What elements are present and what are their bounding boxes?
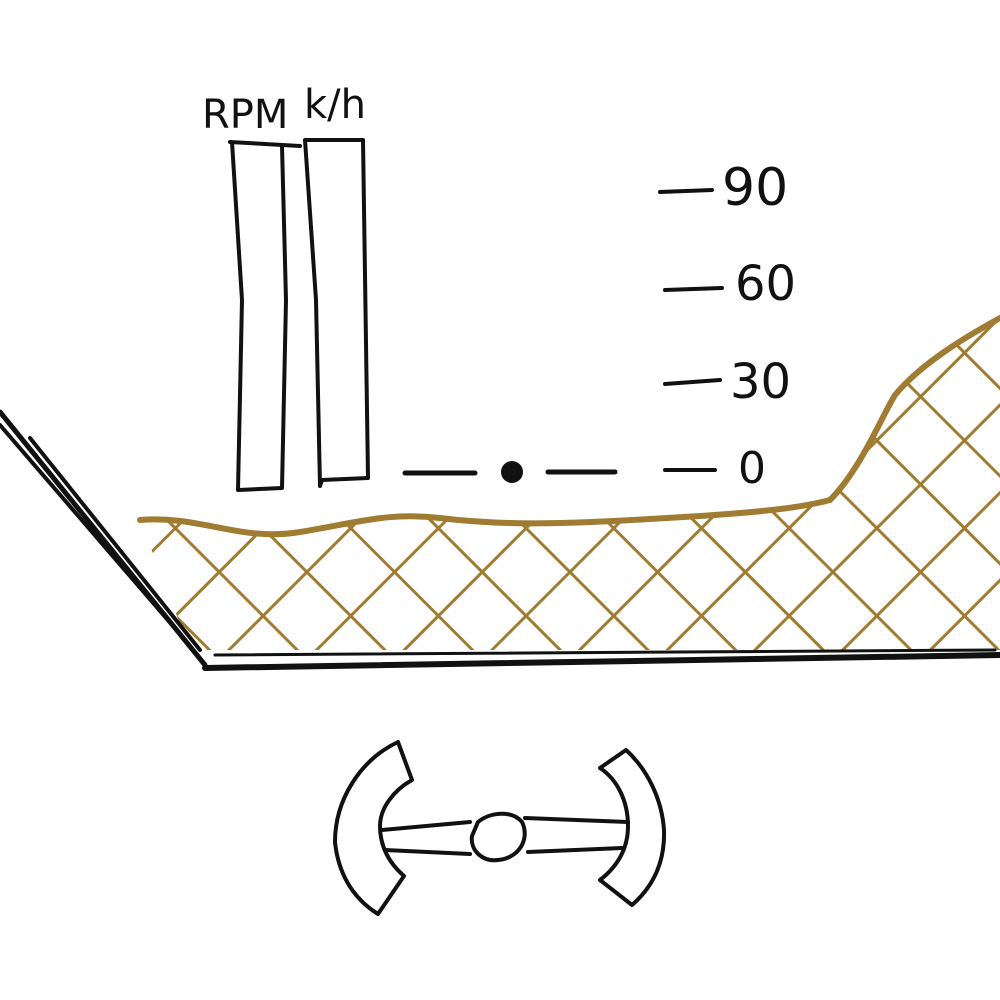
scale-label-60: 60 [735,256,796,312]
yoke-upper-bar [380,816,630,832]
speed-gauge: k/h [303,82,370,488]
rpm-gauge: RPM [202,92,302,492]
terrain-fill [140,318,1000,650]
scale-label-30: 30 [730,354,791,410]
scale-label-90: 90 [722,158,788,218]
scale-label-0: 0 [738,443,766,494]
yoke-left-grip [333,740,414,916]
scale-tick-60 [663,286,724,292]
rpm-gauge-outline [228,140,302,492]
altitude-scale: 90 60 30 0 [402,158,796,494]
rpm-gauge-label: RPM [202,92,288,138]
speed-gauge-outline [303,138,370,488]
scale-tick-90 [658,188,714,194]
cockpit-frame [0,409,1000,671]
yoke-right-grip [598,748,667,907]
terrain-ridge [137,315,1000,538]
horizon-dot-icon [501,461,523,483]
steering-yoke-icon [333,740,667,916]
yoke-hub [469,811,527,863]
horizon-indicator [402,461,618,483]
speed-gauge-label: k/h [304,82,366,128]
yoke-lower-bar [383,846,624,856]
terrain [137,315,1000,650]
scale-tick-30 [663,378,722,386]
